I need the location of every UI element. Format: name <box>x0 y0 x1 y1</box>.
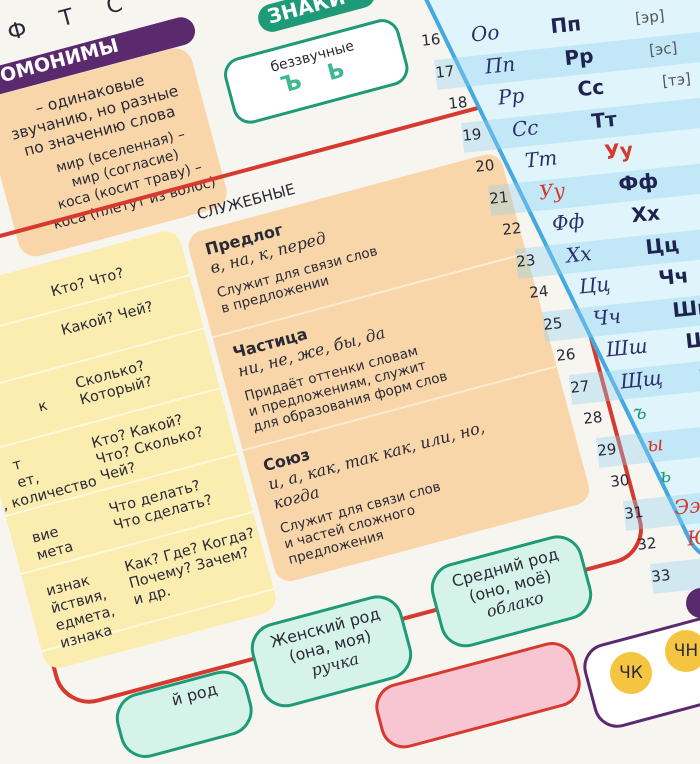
print-letter: Сс <box>576 75 605 102</box>
transcription: [тэ] <box>661 70 691 91</box>
purple-dot <box>686 588 700 618</box>
cursive-letter: Оо <box>470 20 501 47</box>
letter-number: 32 <box>636 534 657 554</box>
cursive-letter: Пп <box>483 51 516 78</box>
cursive-letter: Ээ <box>672 493 700 520</box>
cursive-letter: Рр <box>497 83 526 110</box>
cursive-letter: Щщ <box>618 365 663 393</box>
cursive-letter: Уу <box>537 178 565 205</box>
print-letter: Пп <box>549 11 582 38</box>
cursive-letter: Чч <box>591 303 621 330</box>
letter-number: 21 <box>488 187 509 207</box>
letter-number: 22 <box>501 219 522 239</box>
letter-number: 29 <box>596 439 617 459</box>
cursive-letter: Сс <box>510 115 539 142</box>
cursive-letter: Тт <box>524 145 559 172</box>
combo-chn: ЧН <box>665 630 700 672</box>
letter-number: 28 <box>582 408 603 428</box>
letter-number: 18 <box>447 93 468 113</box>
print-letter: Шш <box>671 293 700 322</box>
letter-number: 24 <box>528 282 549 302</box>
signs-card: беззвучные Ъ Ь <box>220 15 412 128</box>
print-letter: Щщ <box>684 324 700 353</box>
print-letter: Рр <box>563 43 594 70</box>
cursive-letter: Юю <box>686 522 700 550</box>
print-letter: Чч <box>657 263 689 290</box>
transcription: [эс] <box>648 38 678 59</box>
cursive-letter: Цц <box>578 271 612 298</box>
letter-number: 19 <box>461 124 482 144</box>
cursive-letter: ы <box>645 431 664 457</box>
cursive-letter: Шш <box>605 333 649 361</box>
letter-number: 27 <box>569 376 590 396</box>
print-letter: Хх <box>630 200 661 227</box>
cursive-letter: ь <box>659 463 672 488</box>
letter-number: 31 <box>623 502 644 522</box>
cursive-letter: Фф <box>551 208 586 235</box>
transcription: [эр] <box>634 6 665 27</box>
letter-number: 23 <box>515 250 536 270</box>
cursive-letter: Хх <box>564 241 592 268</box>
print-letter: Цц <box>644 231 680 258</box>
print-letter: Уу <box>603 137 634 164</box>
letter-number: 30 <box>609 471 630 491</box>
letter-number: 20 <box>474 156 495 176</box>
letter-number: 33 <box>650 565 671 585</box>
print-letter: Тт <box>590 106 618 133</box>
combo-chk: ЧК <box>610 652 652 694</box>
letter-number: 26 <box>555 345 576 365</box>
letter-number: 25 <box>542 313 563 333</box>
letter-number: 16 <box>420 30 441 50</box>
letter-number: 17 <box>434 61 455 81</box>
print-letter: Фф <box>617 168 659 196</box>
cursive-letter: ъ <box>632 399 648 424</box>
